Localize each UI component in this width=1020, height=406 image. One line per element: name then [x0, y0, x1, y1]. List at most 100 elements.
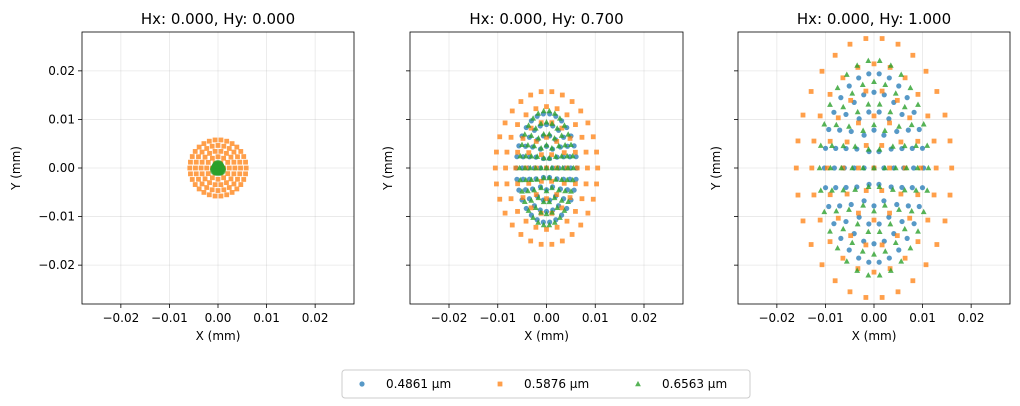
- data-point-series-1: [886, 214, 892, 220]
- data-point-series-1: [911, 221, 917, 227]
- legend: 0.4861 µm 0.5876 µm 0.6563 µm: [341, 369, 751, 399]
- data-point-series-2: [817, 113, 823, 119]
- data-point-series-2: [579, 134, 585, 140]
- data-point-series-2: [544, 104, 549, 110]
- data-point-series-2: [895, 289, 901, 295]
- data-point-series-3: [915, 228, 921, 234]
- data-point-series-3: [854, 62, 861, 68]
- data-point-series-2: [590, 196, 596, 202]
- data-point-series-3: [907, 245, 914, 251]
- data-point-series-3: [924, 142, 931, 148]
- data-point-series-3: [538, 164, 545, 171]
- data-point-series-3: [889, 186, 896, 192]
- y-tick-label: −0.02: [38, 258, 75, 272]
- data-point-series-2: [554, 106, 560, 112]
- data-point-series-3: [834, 245, 841, 251]
- data-point-series-2: [561, 180, 567, 186]
- data-point-series-3: [540, 154, 547, 161]
- data-point-series-1: [866, 109, 872, 115]
- data-point-series-2: [895, 41, 901, 47]
- data-point-series-3: [525, 122, 532, 128]
- data-point-series-3: [903, 164, 910, 171]
- data-point-series-3: [898, 258, 905, 264]
- data-point-series-1: [866, 259, 872, 265]
- data-point-series-2: [193, 159, 199, 165]
- data-point-series-1: [837, 127, 843, 133]
- data-point-series-3: [860, 127, 867, 133]
- data-point-series-2: [221, 175, 227, 181]
- data-point-series-1: [909, 185, 915, 191]
- data-point-series-2: [923, 68, 929, 74]
- data-point-series-2: [840, 255, 846, 261]
- data-point-series-1: [516, 143, 522, 149]
- data-point-series-2: [544, 226, 549, 232]
- data-point-series-2: [569, 99, 575, 104]
- data-point-series-2: [206, 138, 212, 144]
- data-point-series-3: [528, 153, 535, 159]
- data-point-series-2: [204, 165, 210, 171]
- data-point-series-3: [881, 127, 888, 133]
- data-point-series-1: [871, 89, 877, 95]
- data-point-series-2: [218, 137, 224, 143]
- data-point-series-2: [585, 120, 591, 126]
- y-tick-label: 0.02: [48, 64, 75, 78]
- data-point-series-2: [572, 149, 578, 155]
- x-axis-label: X (mm): [524, 329, 569, 343]
- data-point-series-2: [848, 97, 854, 103]
- data-point-series-2: [585, 210, 591, 216]
- data-point-series-3: [521, 198, 528, 204]
- data-point-series-2: [915, 192, 921, 198]
- data-point-series-2: [538, 178, 544, 184]
- legend-marker: [635, 380, 641, 387]
- subplot-title: Hx: 0.000, Hy: 1.000: [797, 10, 951, 28]
- data-point-series-2: [198, 165, 204, 171]
- data-point-series-1: [822, 185, 829, 191]
- x-tick-label: 0.02: [631, 311, 658, 325]
- data-point-series-2: [863, 242, 869, 248]
- data-point-series-2: [844, 191, 850, 197]
- data-point-series-3: [525, 187, 531, 194]
- data-point-series-3: [840, 225, 847, 232]
- data-point-series-3: [821, 208, 828, 215]
- data-point-series-2: [564, 112, 570, 118]
- data-point-series-1: [896, 247, 902, 253]
- data-point-series-3: [892, 164, 899, 171]
- data-point-series-2: [902, 255, 908, 261]
- data-point-series-2: [192, 182, 198, 187]
- data-point-series-3: [876, 272, 883, 278]
- data-point-series-1: [826, 203, 832, 210]
- subplot-title: Hx: 0.000, Hy: 0.700: [469, 10, 623, 28]
- data-point-series-3: [871, 78, 877, 85]
- data-point-series-3: [517, 152, 524, 159]
- data-point-series-3: [569, 152, 576, 159]
- data-point-series-3: [565, 164, 571, 171]
- data-point-series-2: [518, 99, 524, 104]
- data-point-series-3: [901, 187, 908, 193]
- data-point-series-1: [896, 83, 902, 89]
- data-point-series-2: [504, 149, 510, 155]
- data-point-series-3: [915, 101, 921, 107]
- data-point-series-2: [206, 192, 212, 198]
- data-point-series-3: [543, 164, 550, 171]
- data-point-series-3: [925, 164, 932, 171]
- data-point-series-2: [509, 222, 515, 228]
- legend-marker: [359, 381, 365, 387]
- data-point-series-2: [202, 154, 208, 160]
- data-point-series-2: [538, 241, 544, 247]
- data-point-series-2: [492, 165, 498, 171]
- data-point-series-3: [892, 239, 899, 246]
- data-point-series-2: [554, 192, 560, 197]
- data-point-series-2: [209, 155, 215, 161]
- legend-marker: [497, 381, 503, 387]
- data-point-series-2: [215, 143, 221, 148]
- data-point-series-3: [907, 84, 914, 91]
- data-point-series-2: [590, 134, 596, 140]
- x-tick-label: 0.01: [909, 311, 936, 325]
- data-point-series-3: [865, 57, 872, 64]
- data-point-series-3: [871, 164, 877, 171]
- data-point-series-1: [516, 187, 522, 193]
- data-point-series-2: [894, 233, 900, 239]
- data-point-series-2: [910, 52, 916, 58]
- data-point-series-1: [846, 247, 852, 253]
- data-point-series-2: [863, 143, 869, 148]
